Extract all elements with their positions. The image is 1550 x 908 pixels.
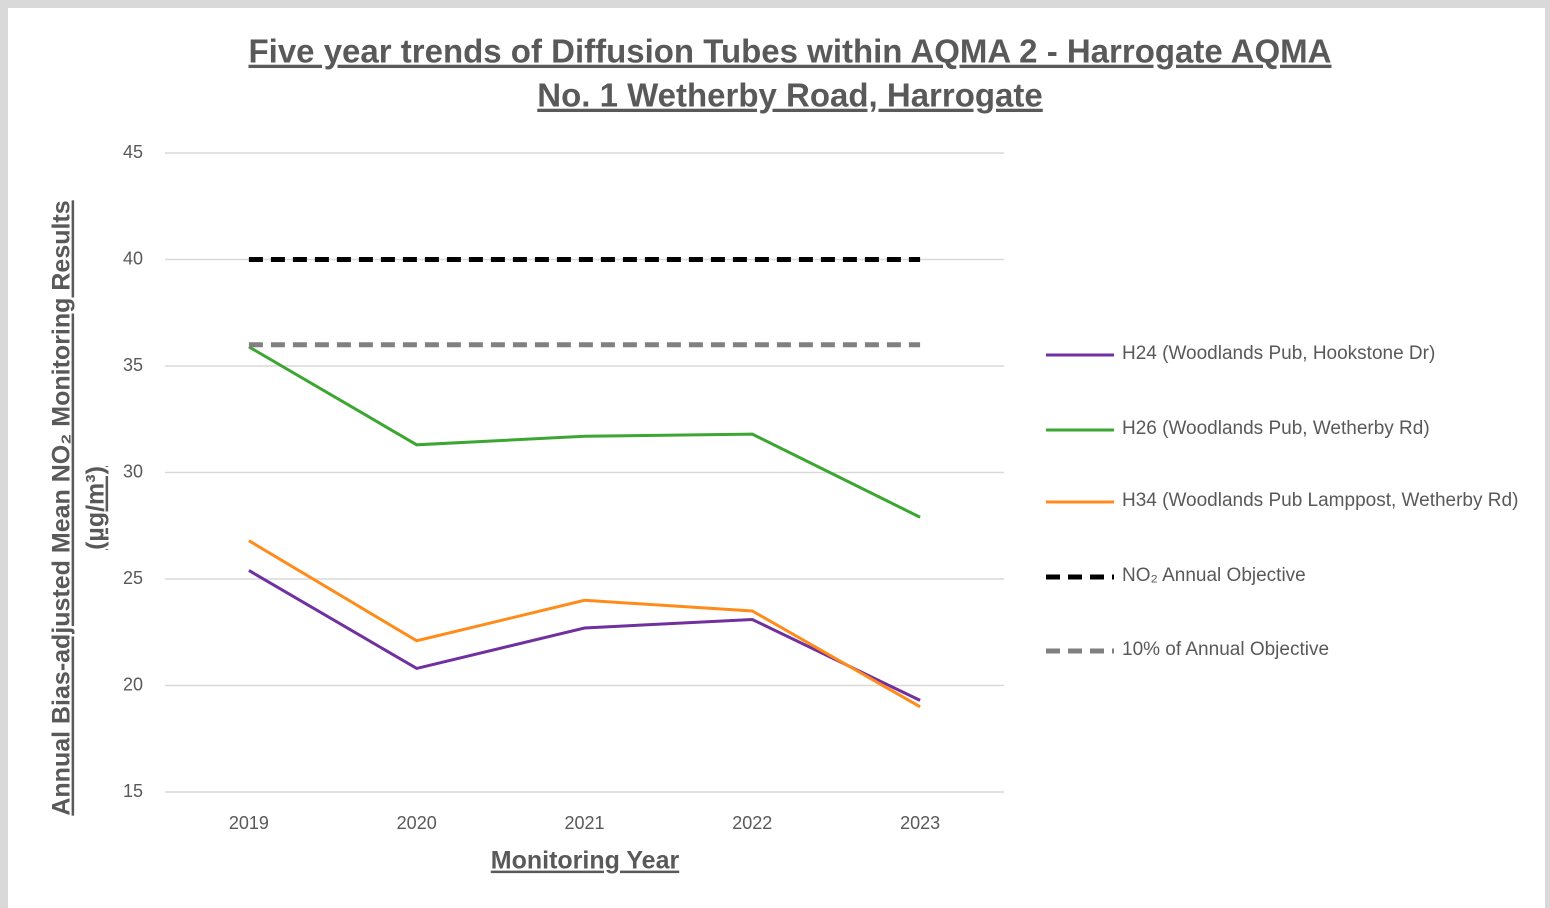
chart-frame — [8, 8, 1545, 908]
y-axis-label: (µg/m³) — [82, 466, 110, 550]
y-tick-label: 35 — [123, 355, 143, 375]
x-tick-label: 2019 — [229, 813, 269, 833]
series-line — [248, 345, 921, 519]
y-tick-label: 30 — [123, 461, 143, 481]
legend-label: H24 (Woodlands Pub, Hookstone Dr) — [1122, 343, 1436, 364]
series-line — [248, 569, 921, 702]
legend-label: 10% of Annual Objective — [1122, 639, 1330, 660]
x-tick-label: 2020 — [397, 813, 437, 833]
series-line — [248, 539, 921, 709]
y-tick-label: 20 — [123, 674, 143, 694]
x-axis-label: Monitoring Year — [491, 847, 680, 875]
x-tick-label: 2022 — [732, 813, 772, 833]
chart-title: No. 1 Wetherby Road, Harrogate — [537, 77, 1043, 114]
x-tick-label: 2023 — [900, 813, 940, 833]
y-tick-label: 25 — [123, 568, 143, 588]
y-tick-label: 15 — [123, 781, 143, 801]
chart-title: Five year trends of Diffusion Tubes with… — [249, 33, 1332, 70]
legend-label: H34 (Woodlands Pub Lamppost, Wetherby Rd… — [1122, 490, 1519, 511]
legend-label: H26 (Woodlands Pub, Wetherby Rd) — [1122, 418, 1430, 439]
legend-label: NO₂ Annual Objective — [1122, 565, 1306, 586]
y-tick-label: 45 — [123, 142, 143, 162]
x-tick-label: 2021 — [564, 813, 604, 833]
y-tick-label: 40 — [123, 248, 143, 268]
y-axis-label: Annual Bias-adjusted Mean NO₂ Monitoring… — [48, 200, 76, 815]
